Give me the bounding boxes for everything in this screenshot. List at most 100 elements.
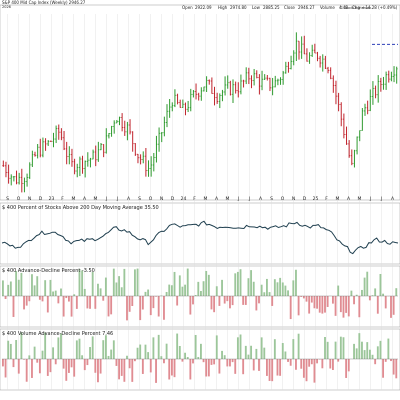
ad-bar — [36, 276, 39, 296]
x-tick-label: M — [94, 196, 98, 202]
ad-bar — [263, 347, 266, 359]
ad-bar — [144, 291, 147, 296]
price-ohlc-bar — [81, 155, 84, 174]
open-value: 2922.09 — [195, 5, 212, 10]
ad-bar — [91, 271, 94, 296]
ad-bar — [7, 340, 10, 359]
price-ohlc-bar — [41, 137, 44, 158]
price-ohlc-bar — [390, 71, 393, 82]
ad-bar — [23, 296, 25, 310]
price-ohlc-bar — [2, 160, 5, 167]
price-ohlc-bar — [63, 130, 66, 151]
ad-bar — [131, 296, 134, 306]
ad-bar — [86, 296, 89, 309]
ad-bar — [366, 271, 369, 296]
price-ohlc-bar — [163, 116, 166, 137]
ad-bar — [384, 296, 387, 309]
price-ohlc-bar — [171, 102, 174, 112]
price-ohlc-bar — [65, 141, 68, 165]
ad-bar — [23, 359, 25, 360]
ad-bar — [15, 271, 18, 296]
price-ohlc-bar — [279, 77, 282, 85]
ad-bar — [102, 340, 105, 359]
ad-bar — [361, 289, 363, 296]
ad-bar — [326, 296, 329, 307]
ad-bar — [247, 278, 250, 296]
x-tick-label: D — [39, 196, 43, 202]
ad-bar — [197, 281, 200, 296]
ad-bar — [324, 296, 326, 313]
x-tick-label: J — [369, 196, 371, 202]
x-tick-label: F — [325, 196, 328, 202]
ad-bar — [229, 359, 231, 367]
x-tick-label: N — [28, 196, 31, 202]
x-tick-label: J — [380, 196, 382, 202]
ad-bar — [97, 359, 99, 383]
ad-bar — [54, 359, 57, 365]
x-tick-label: A — [127, 196, 131, 202]
ad-bar — [83, 359, 86, 371]
ad-bar — [41, 350, 44, 359]
ad-bar — [271, 359, 274, 382]
price-ohlc-bar — [31, 150, 34, 167]
ad-bar — [316, 296, 319, 309]
ad-bar — [20, 332, 23, 359]
ad-bar — [276, 282, 279, 296]
ad-bar — [46, 359, 49, 376]
ad-bar — [83, 288, 86, 296]
price-ohlc-bar — [142, 151, 145, 164]
price-ohlc-bar — [57, 124, 60, 140]
price-ohlc-bar — [18, 172, 21, 185]
price-ohlc-bar — [366, 100, 369, 115]
ad-bar — [347, 359, 350, 372]
ad-bar — [339, 336, 342, 359]
ad-bar — [17, 359, 20, 374]
ad-bar — [78, 269, 81, 296]
ad-bar — [81, 355, 84, 359]
price-ohlc-bar — [300, 36, 303, 59]
ad-bar — [104, 277, 107, 296]
ad-bar — [97, 283, 99, 296]
x-tick-label: S — [6, 196, 9, 202]
change-label: Chg — [352, 5, 360, 10]
ad-bar — [75, 340, 78, 359]
ad-bar — [226, 296, 229, 302]
price-ohlc-bar — [195, 83, 198, 100]
ad-bar — [239, 334, 242, 359]
price-ohlc-bar — [12, 176, 15, 182]
ad-bar — [73, 294, 76, 296]
ad-bar — [186, 357, 189, 359]
ad-bar — [57, 296, 60, 304]
ad-bar — [184, 352, 187, 359]
ad-bar — [244, 345, 247, 359]
price-ohlc-bar — [350, 149, 353, 166]
ad-bar — [165, 291, 168, 296]
ad-bar — [289, 296, 292, 320]
ad-bar — [374, 359, 377, 365]
ad-bar — [155, 359, 157, 383]
ad-bar — [110, 296, 113, 315]
ad-bar — [52, 291, 55, 296]
price-ohlc-bar — [261, 70, 264, 91]
price-ohlc-bar — [102, 144, 105, 158]
price-ohlc-bar — [168, 99, 171, 118]
ad-bar — [15, 340, 18, 359]
ad-bar — [157, 334, 160, 359]
ad-bar — [390, 296, 392, 318]
price-ohlc-bar — [266, 74, 269, 81]
price-ohlc-bar — [311, 44, 314, 57]
price-ohlc-bar — [356, 136, 359, 155]
ad-bar — [252, 281, 255, 296]
price-ohlc-bar — [197, 92, 200, 101]
ad-bar — [242, 359, 245, 375]
price-ohlc-bar — [224, 76, 227, 96]
ad-bar — [318, 296, 321, 313]
price-ohlc-bar — [70, 148, 73, 167]
x-tick-label: J — [116, 196, 118, 202]
ad-bar — [2, 280, 4, 296]
ad-bar — [221, 279, 223, 296]
ad-bar — [123, 268, 126, 296]
volume-value: 4.4B — [339, 5, 348, 10]
price-ohlc-bar — [353, 149, 356, 168]
price-ohlc-bar — [276, 78, 279, 86]
